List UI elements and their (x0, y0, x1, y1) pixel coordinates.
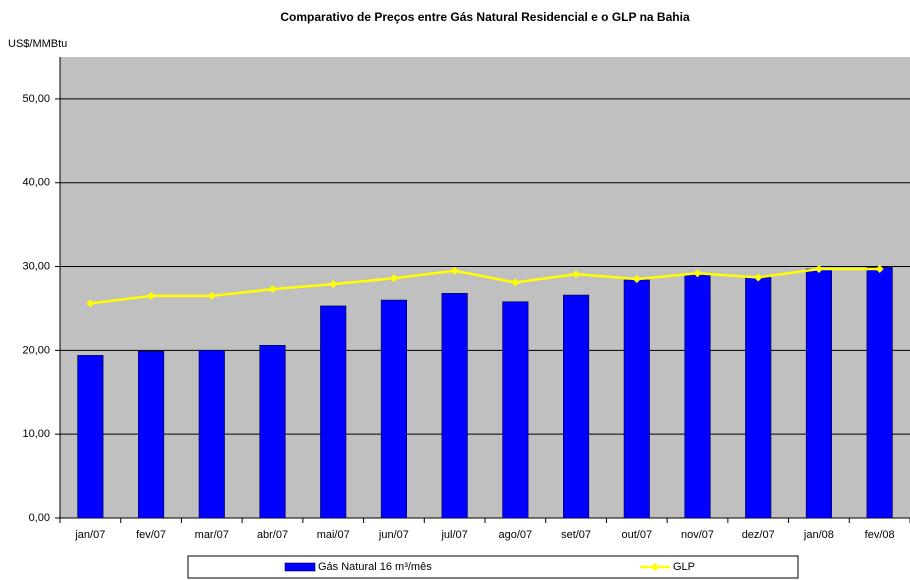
x-tick-label: jan/08 (803, 529, 834, 541)
marker (207, 291, 216, 300)
bar (441, 293, 468, 519)
marker (814, 265, 823, 274)
x-tick-label: nov/07 (681, 529, 714, 541)
x-tick-label: fev/07 (136, 529, 166, 541)
plot-area (60, 57, 910, 518)
bar (623, 279, 650, 519)
y-tick-label: 30,00 (22, 260, 50, 272)
marker (693, 269, 702, 278)
legend (187, 555, 799, 579)
bar (380, 299, 407, 519)
bar (684, 274, 711, 519)
x-tick-label: set/07 (561, 529, 591, 541)
x-tick-label: jan/07 (74, 529, 105, 541)
bar (745, 277, 772, 519)
marker (754, 273, 763, 282)
y-tick-label: 10,00 (22, 428, 50, 440)
y-axis-label: US$/MMBtu (8, 38, 67, 50)
bar (563, 294, 590, 519)
legend-label: Gás Natural 16 m³/mês (318, 561, 432, 573)
x-tick-label: dez/07 (742, 529, 775, 541)
bar (805, 268, 832, 519)
legend-label: GLP (673, 561, 695, 573)
legend-swatch (284, 562, 316, 572)
x-tick-label: out/07 (621, 529, 652, 541)
x-tick-label: mar/07 (195, 529, 229, 541)
x-tick-label: fev/08 (865, 529, 895, 541)
y-tick-label: 40,00 (22, 177, 50, 189)
bar (77, 355, 104, 519)
marker (86, 299, 95, 308)
x-tick-label: jul/07 (440, 529, 467, 541)
bar (502, 301, 529, 519)
marker (632, 275, 641, 284)
legend-swatch (651, 563, 659, 571)
y-tick-label: 50,00 (22, 93, 50, 105)
x-tick-label: mai/07 (317, 529, 350, 541)
marker (875, 265, 884, 274)
marker (147, 291, 156, 300)
bar (320, 305, 347, 519)
chart-title: Comparativo de Preços entre Gás Natural … (280, 10, 690, 24)
bar (259, 345, 286, 519)
marker (572, 270, 581, 279)
marker (511, 278, 520, 287)
y-tick-label: 20,00 (22, 344, 50, 356)
marker (268, 285, 277, 294)
x-tick-label: jun/07 (378, 529, 409, 541)
line (90, 267, 880, 305)
bar (866, 267, 893, 519)
marker (450, 266, 459, 275)
x-tick-label: ago/07 (499, 529, 533, 541)
x-tick-label: abr/07 (257, 529, 288, 541)
marker (329, 280, 338, 289)
bar (138, 350, 165, 519)
y-tick-label: 0,00 (29, 512, 50, 524)
bar (198, 350, 225, 519)
marker (389, 274, 398, 283)
